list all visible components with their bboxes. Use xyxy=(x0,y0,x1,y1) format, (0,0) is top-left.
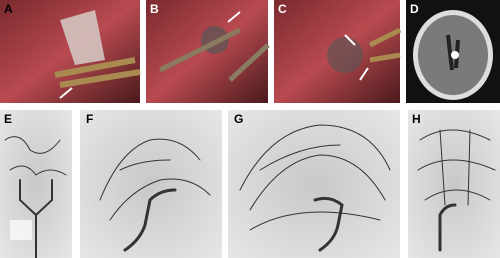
vessel xyxy=(4,136,67,176)
vessel xyxy=(239,124,391,231)
panel-label: B xyxy=(150,2,159,16)
photo xyxy=(146,0,268,103)
panel-a: A xyxy=(0,0,141,103)
vessel xyxy=(123,188,177,252)
panel-c: C xyxy=(274,0,402,103)
arrow xyxy=(344,34,369,81)
bone xyxy=(10,220,32,240)
arrow xyxy=(227,11,241,23)
panel-label: F xyxy=(86,112,93,126)
vessel xyxy=(313,196,344,252)
angiogram xyxy=(408,110,500,258)
panel-label: H xyxy=(412,112,421,126)
vessel xyxy=(417,129,496,206)
panel-g: G xyxy=(228,110,400,258)
panel-d: D xyxy=(406,0,500,103)
photo xyxy=(0,0,140,103)
panel-label: G xyxy=(234,112,243,126)
vessel xyxy=(99,138,211,221)
retractor xyxy=(60,10,105,65)
panel-b: B xyxy=(146,0,270,103)
panel-label: A xyxy=(4,2,13,16)
panel-label: D xyxy=(410,2,419,16)
angiogram xyxy=(228,110,400,258)
clip-cluster xyxy=(327,37,363,73)
instrument xyxy=(158,27,270,82)
panel-e: E xyxy=(0,110,72,258)
vessel xyxy=(438,203,457,252)
arrow xyxy=(59,87,73,99)
panel-label: C xyxy=(278,2,287,16)
panel-h: H xyxy=(408,110,500,258)
panel-f: F xyxy=(80,110,222,258)
clip-artifact xyxy=(451,51,459,59)
instrument xyxy=(368,27,402,63)
vessel xyxy=(19,179,53,258)
instrument xyxy=(54,57,141,88)
panel-label: E xyxy=(4,112,12,126)
